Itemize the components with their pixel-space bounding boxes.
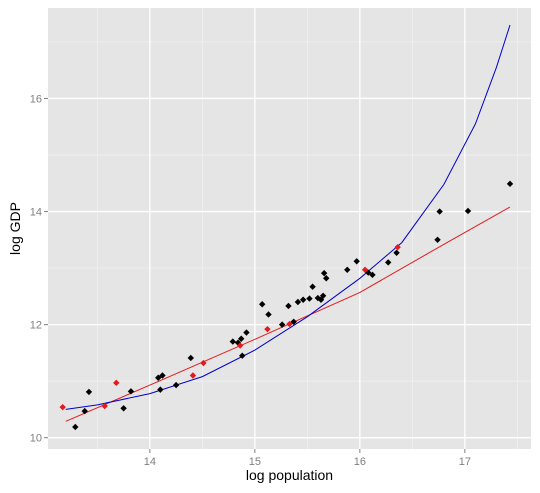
data-point	[361, 266, 369, 273]
smooth-fit-line	[65, 24, 511, 410]
data-point	[243, 329, 250, 336]
axis-ticks: 14 15 16 17 10 12 14 16	[30, 93, 471, 468]
data-point	[239, 352, 246, 359]
data-point	[236, 342, 244, 349]
x-axis-title: log population	[246, 467, 333, 483]
data-point	[229, 338, 236, 345]
data-point	[159, 372, 166, 379]
data-point	[200, 359, 207, 367]
data-point	[85, 388, 93, 396]
data-point	[189, 372, 197, 379]
x-tick-label: 17	[459, 456, 471, 468]
data-point	[101, 402, 108, 410]
data-point	[506, 180, 514, 188]
x-tick-label: 15	[249, 456, 261, 468]
data-point	[294, 298, 302, 306]
data-point	[436, 208, 443, 215]
data-point	[113, 379, 120, 387]
data-point	[323, 275, 330, 282]
data-point	[394, 243, 401, 251]
data-points	[59, 180, 514, 431]
data-point	[369, 271, 376, 279]
fit-lines	[65, 24, 511, 422]
data-point	[238, 335, 245, 342]
data-point	[72, 423, 79, 431]
data-point	[309, 283, 316, 290]
data-point	[155, 374, 162, 381]
data-point	[353, 258, 360, 265]
grid-lines	[48, 8, 531, 449]
data-point	[259, 301, 266, 308]
y-axis-title: log GDP	[7, 202, 23, 255]
data-point	[81, 407, 88, 415]
data-point	[172, 381, 180, 389]
data-point	[286, 320, 293, 328]
data-point	[393, 249, 400, 257]
plot-panel	[48, 8, 531, 449]
y-tick-label: 14	[30, 207, 42, 219]
y-tick-label: 10	[30, 433, 42, 445]
x-tick-label: 16	[354, 456, 366, 468]
data-point	[264, 325, 271, 333]
data-point	[385, 259, 392, 266]
data-point	[290, 318, 297, 325]
data-point	[285, 302, 292, 310]
data-point	[187, 354, 194, 362]
data-point	[265, 311, 272, 318]
data-point	[299, 296, 307, 303]
data-point	[319, 292, 327, 299]
data-point	[59, 403, 66, 411]
data-point	[127, 388, 135, 395]
x-tick-label: 14	[144, 456, 156, 468]
data-point	[344, 266, 351, 273]
data-point	[434, 236, 441, 244]
data-point	[120, 405, 127, 412]
data-point	[278, 321, 286, 328]
linear-fit-line	[65, 206, 511, 422]
data-point	[157, 386, 164, 393]
data-point	[464, 207, 472, 215]
y-tick-label: 16	[30, 93, 42, 105]
y-tick-label: 12	[30, 320, 42, 332]
data-point	[320, 269, 328, 277]
data-point	[306, 295, 313, 302]
